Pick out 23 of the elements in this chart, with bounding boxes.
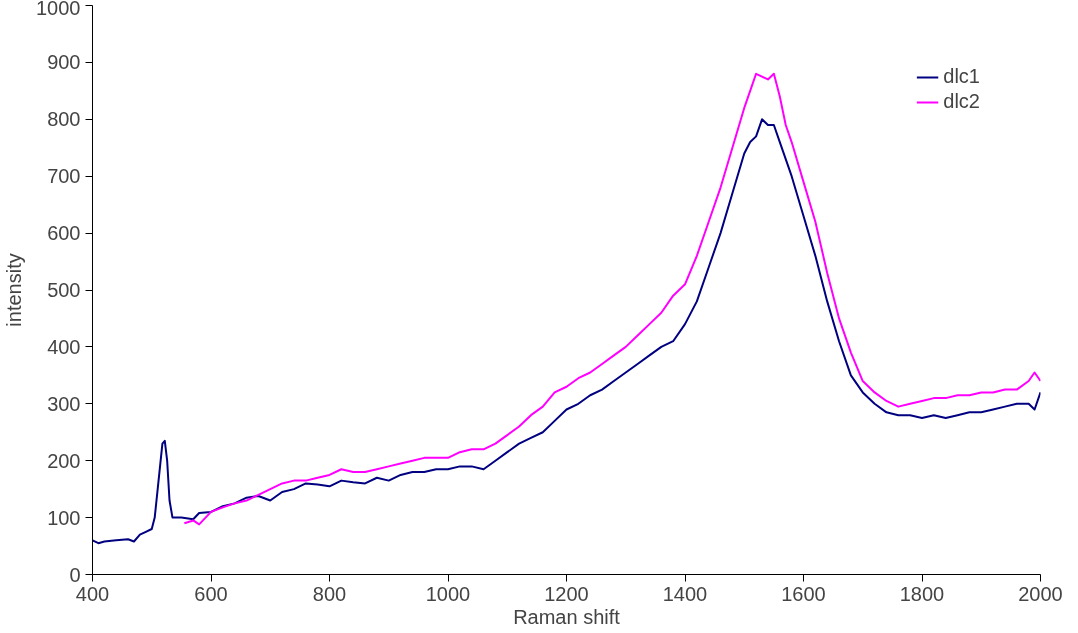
x-tick-label: 1600 bbox=[781, 582, 826, 605]
x-tick-label: 1200 bbox=[544, 582, 589, 605]
x-tick-label: 1800 bbox=[899, 582, 945, 605]
legend-label: dlc1 bbox=[943, 65, 980, 88]
y-tick-label: 300 bbox=[47, 392, 81, 415]
y-tick-label: 100 bbox=[47, 506, 81, 529]
y-tick-label: 900 bbox=[47, 51, 81, 74]
y-tick-label: 600 bbox=[47, 222, 81, 245]
y-tick-label: 500 bbox=[47, 279, 81, 301]
y-tick-label: 800 bbox=[47, 108, 81, 131]
y-tick-label: 400 bbox=[47, 335, 81, 358]
x-tick-label: 1400 bbox=[662, 582, 708, 605]
line-series bbox=[92, 118, 1041, 545]
x-tick-label: 600 bbox=[194, 582, 228, 605]
x-tick-label: 800 bbox=[312, 582, 347, 605]
legend-label: dlc2 bbox=[943, 90, 980, 113]
y-tick-label: 200 bbox=[47, 449, 81, 472]
x-tick-label: 1000 bbox=[425, 582, 471, 605]
x-tick-label: 2000 bbox=[1018, 582, 1063, 605]
y-tick-label: 1000 bbox=[36, 0, 81, 19]
y-axis-title: intensity bbox=[3, 253, 26, 327]
y-tick-label: 700 bbox=[47, 165, 81, 188]
x-axis-title: Raman shift bbox=[513, 605, 621, 628]
